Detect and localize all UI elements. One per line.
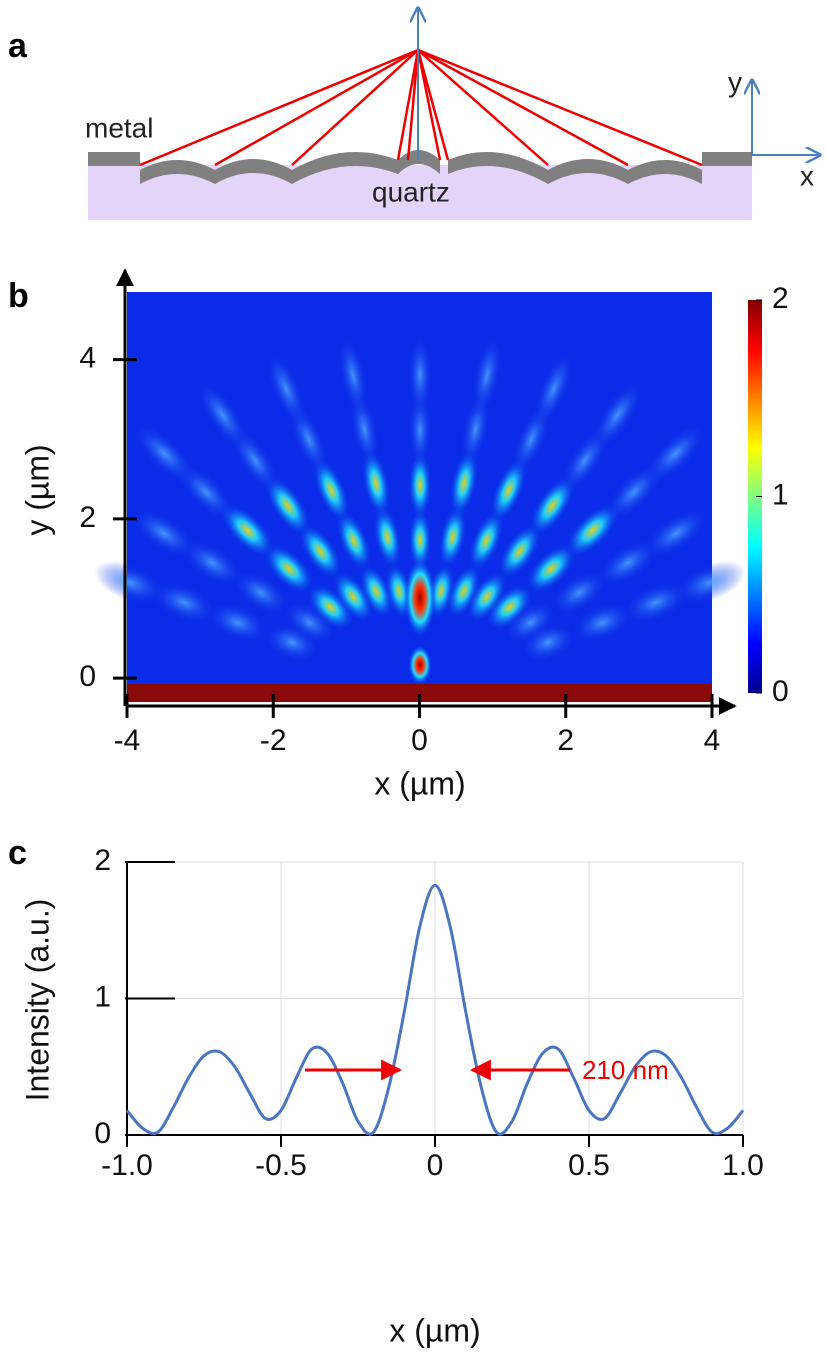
x-tick-label: 0 [427, 1149, 444, 1182]
metal-layer [88, 150, 752, 184]
y-tick-label: 2 [79, 501, 96, 534]
field-blob [404, 558, 436, 638]
field-blob [591, 380, 644, 451]
field-blob [520, 622, 577, 663]
panel-label: c [8, 834, 27, 872]
field-blob [306, 583, 354, 631]
diagram-label: quartz [372, 176, 450, 207]
panel-b: -4 -2 0 2 4 0 2 4 x (µm) y (µm) 0 1 2 [19, 268, 789, 801]
field-blob [525, 543, 577, 594]
field-blob [468, 510, 505, 571]
y-tick-label: 0 [79, 660, 96, 693]
heatmap-field [94, 292, 746, 702]
field-blob [181, 539, 244, 587]
field-blob [471, 335, 503, 416]
field-blob [533, 350, 575, 427]
field-blob [373, 505, 402, 569]
field-blob [130, 508, 198, 559]
diagram-label: x [800, 160, 814, 191]
y-axis-label: Intensity (a.u.) [19, 899, 55, 1102]
field-blob [232, 570, 290, 616]
field-blob [408, 334, 432, 416]
field-blob [596, 539, 659, 587]
x-tick-label: 2 [557, 724, 574, 757]
x-axis-label: x (µm) [374, 765, 465, 801]
field-blob [571, 602, 633, 643]
rays [139, 48, 703, 167]
field-blob [408, 392, 432, 468]
field-blob [643, 423, 707, 485]
x-tick-label: -2 [260, 724, 287, 757]
field-blob [408, 508, 432, 572]
field-blob [94, 561, 167, 605]
field-blob [298, 523, 343, 580]
diagram-label: metal [85, 112, 153, 143]
x-tick-label: -0.5 [255, 1149, 307, 1182]
field-blob [673, 561, 746, 605]
y-tick-label: 4 [79, 342, 96, 375]
y-tick-label: 2 [94, 844, 111, 877]
field-blob [196, 380, 249, 451]
x-tick-label: 4 [704, 724, 721, 757]
field-blob [408, 450, 432, 520]
field-blob [332, 571, 374, 623]
field-blob [486, 583, 534, 631]
field-blob [263, 543, 315, 594]
colorbar-tick-label: 0 [772, 675, 789, 708]
field-blob [497, 523, 542, 580]
colorbar-tick-label: 1 [772, 478, 789, 511]
panel-label: a [8, 27, 28, 65]
field-blob [438, 505, 467, 569]
x-tick-label: -1.0 [101, 1149, 153, 1182]
field-blob [408, 645, 432, 685]
x-tick-label: -4 [114, 724, 141, 757]
field-blob [150, 581, 218, 624]
field-blob [466, 571, 508, 623]
colorbar-tick-label: 2 [772, 282, 789, 315]
field-blob [133, 423, 197, 485]
annotation: 210 nm [582, 1055, 669, 1085]
y-axis-label: y (µm) [19, 444, 55, 535]
field-blob [335, 510, 372, 571]
field-blob [550, 570, 608, 616]
intensity-line [125, 883, 745, 1136]
field-blob [359, 564, 394, 619]
field-blob [337, 335, 369, 416]
panel-label: b [8, 277, 29, 315]
x-tick-label: 0 [411, 724, 428, 757]
diagram-label: y [728, 66, 742, 97]
field-blob [642, 508, 710, 559]
panel-c: -1.0 -0.5 0 0.5 1.0 0 1 2 x (µm) Intensity (a.u.)… [19, 844, 763, 1349]
field-blob [207, 602, 269, 643]
y-tick-label: 0 [94, 1117, 111, 1150]
x-tick-label: 0.5 [568, 1149, 610, 1182]
field-blob [622, 581, 690, 624]
x-axis-label: x (µm) [389, 1312, 480, 1348]
x-tick-label: 1.0 [722, 1149, 764, 1182]
field-blob [265, 350, 307, 427]
colorbar [748, 300, 762, 693]
y-tick-label: 1 [94, 980, 111, 1013]
axes-arrows [418, 8, 820, 160]
